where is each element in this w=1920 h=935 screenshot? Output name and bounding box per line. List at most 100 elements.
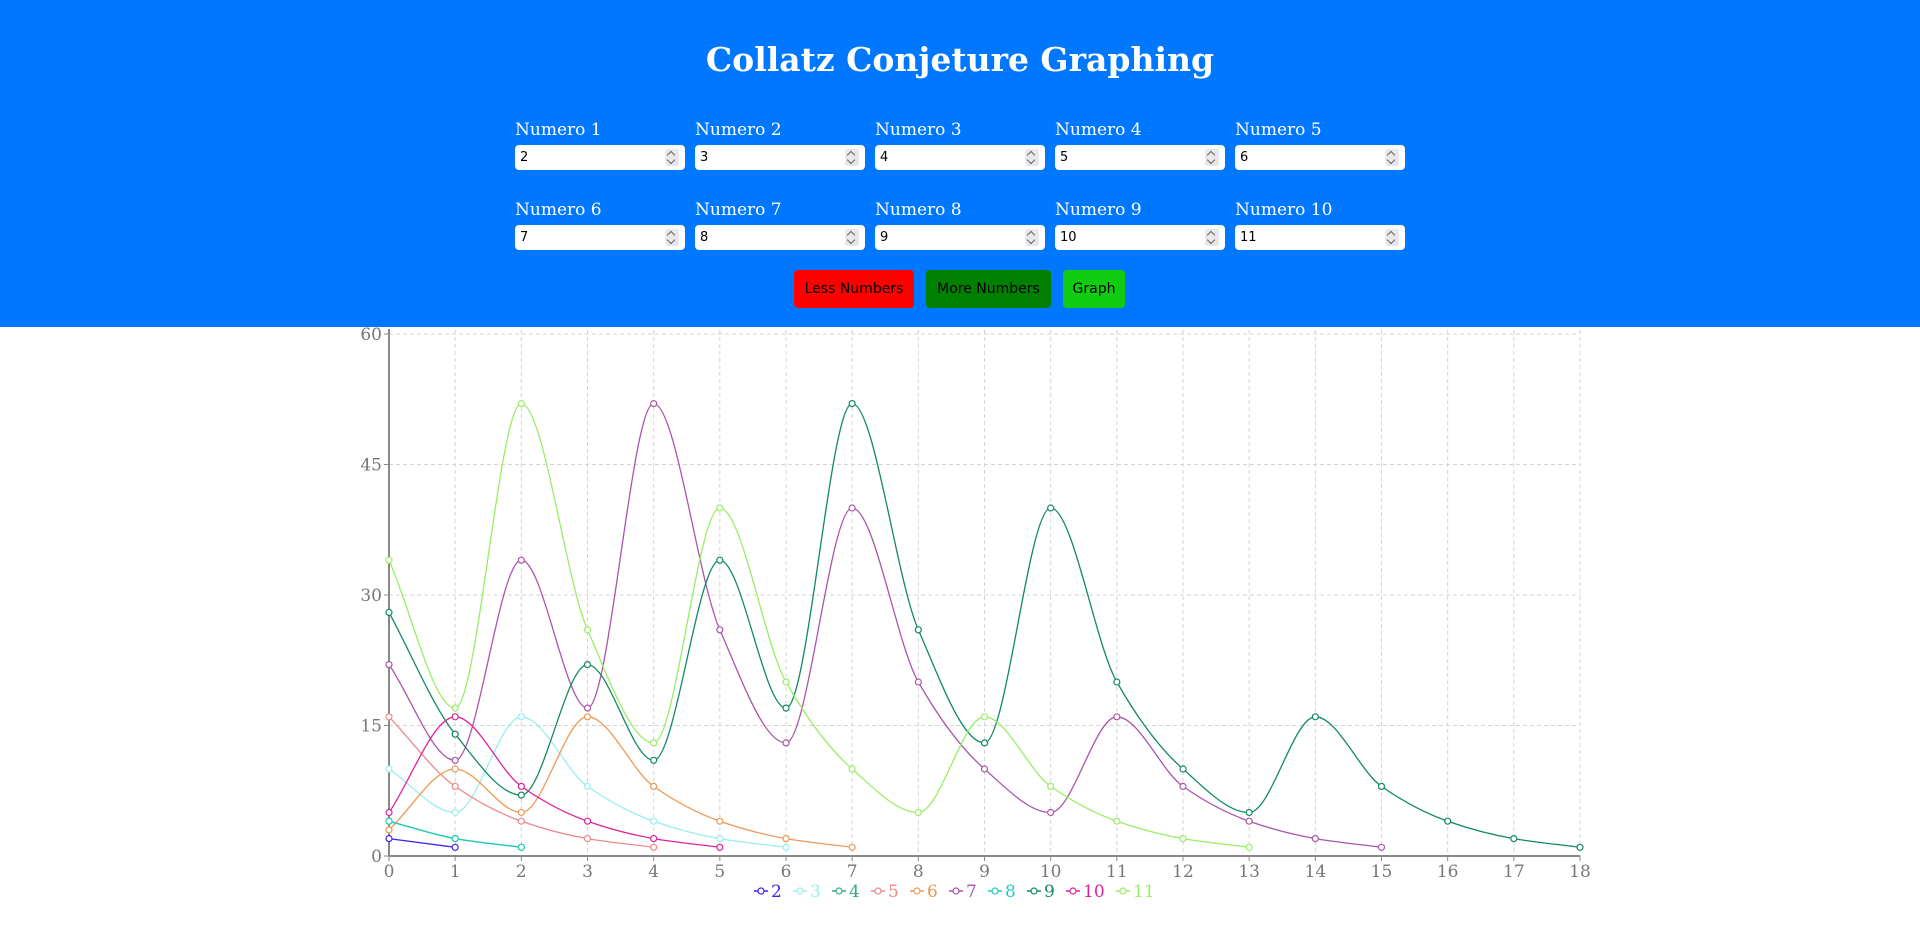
number-input-box bbox=[1055, 145, 1225, 170]
legend-label-6: 6 bbox=[927, 882, 938, 902]
data-point-10 bbox=[583, 817, 592, 825]
less-numbers-button[interactable]: Less Numbers bbox=[794, 270, 914, 308]
number-input-4[interactable] bbox=[1060, 145, 1198, 170]
spinner-icon[interactable] bbox=[1205, 229, 1219, 246]
more-numbers-button[interactable]: More Numbers bbox=[926, 270, 1051, 308]
data-point-3 bbox=[517, 713, 525, 721]
data-point-11 bbox=[1179, 835, 1187, 843]
data-point-9 bbox=[1510, 835, 1518, 843]
number-field-9: Numero 9 bbox=[1055, 200, 1225, 250]
data-point-7 bbox=[650, 399, 658, 408]
spinner-icon[interactable] bbox=[1025, 149, 1039, 166]
data-point-2 bbox=[451, 843, 459, 851]
number-input-6[interactable] bbox=[520, 225, 658, 250]
data-point-9 bbox=[1245, 808, 1253, 817]
number-input-8[interactable] bbox=[880, 225, 1018, 250]
legend-label-2: 2 bbox=[771, 882, 782, 902]
data-point-6 bbox=[451, 765, 459, 773]
spinner-icon[interactable] bbox=[1385, 149, 1399, 166]
series-line-7 bbox=[388, 402, 1382, 848]
data-point-11 bbox=[848, 765, 856, 773]
spinner-icon[interactable] bbox=[1385, 229, 1399, 246]
data-point-9 bbox=[914, 626, 922, 634]
data-point-6 bbox=[583, 713, 592, 721]
x-tick-label: 17 bbox=[1503, 862, 1525, 882]
data-point-11 bbox=[583, 626, 592, 634]
data-point-10 bbox=[716, 843, 724, 851]
spinner-icon[interactable] bbox=[845, 149, 859, 166]
number-field-4: Numero 4 bbox=[1055, 120, 1225, 170]
number-input-7[interactable] bbox=[700, 225, 838, 250]
data-point-7 bbox=[1047, 808, 1055, 817]
x-tick-label: 11 bbox=[1106, 862, 1128, 882]
number-input-1[interactable] bbox=[520, 145, 658, 170]
data-point-7 bbox=[1179, 782, 1187, 790]
graph-button[interactable]: Graph bbox=[1063, 270, 1125, 308]
spinner-icon[interactable] bbox=[665, 229, 679, 246]
data-point-9 bbox=[782, 704, 790, 712]
data-point-7 bbox=[1311, 835, 1319, 843]
data-point-10 bbox=[451, 713, 459, 721]
spinner-icon[interactable] bbox=[845, 229, 859, 246]
x-tick-label: 5 bbox=[714, 862, 725, 882]
data-point-5 bbox=[650, 843, 658, 851]
number-input-box bbox=[1235, 145, 1405, 170]
legend-label-4: 4 bbox=[849, 882, 860, 902]
data-point-11 bbox=[1047, 782, 1055, 790]
data-point-7 bbox=[848, 504, 856, 512]
legend-label-10: 10 bbox=[1083, 882, 1105, 902]
data-point-2 bbox=[385, 835, 393, 843]
data-point-9 bbox=[583, 661, 592, 669]
y-tick-label: 0 bbox=[371, 847, 382, 867]
x-tick-label: 15 bbox=[1371, 862, 1393, 882]
legend-label-9: 9 bbox=[1044, 882, 1055, 902]
spinner-icon[interactable] bbox=[665, 149, 679, 166]
data-point-6 bbox=[848, 843, 856, 851]
data-point-7 bbox=[451, 756, 459, 764]
data-point-6 bbox=[650, 782, 658, 790]
legend-marker-icon bbox=[1119, 887, 1127, 895]
number-field-5: Numero 5 bbox=[1235, 120, 1405, 170]
data-point-11 bbox=[385, 556, 393, 564]
spinner-icon[interactable] bbox=[1205, 149, 1219, 166]
legend-marker-icon bbox=[874, 887, 882, 895]
number-input-3[interactable] bbox=[880, 145, 1018, 170]
header-bar: Collatz Conjeture Graphing Numero 1 Nume… bbox=[0, 0, 1920, 327]
data-point-11 bbox=[914, 808, 922, 817]
number-input-2[interactable] bbox=[700, 145, 838, 170]
legend-label-7: 7 bbox=[966, 882, 977, 902]
number-field-label: Numero 3 bbox=[875, 120, 962, 140]
series-line-10 bbox=[388, 716, 720, 848]
data-point-7 bbox=[385, 661, 393, 669]
data-point-3 bbox=[583, 782, 592, 790]
spinner-icon[interactable] bbox=[1025, 229, 1039, 246]
data-point-8 bbox=[451, 835, 459, 843]
data-point-3 bbox=[451, 808, 459, 817]
data-point-9 bbox=[1179, 765, 1187, 773]
data-point-7 bbox=[517, 556, 525, 564]
number-input-box bbox=[515, 145, 685, 170]
legend-marker-icon bbox=[757, 887, 765, 895]
x-tick-label: 9 bbox=[979, 862, 990, 882]
data-point-9 bbox=[1113, 678, 1121, 686]
data-point-7 bbox=[980, 765, 989, 773]
data-point-6 bbox=[716, 817, 724, 825]
x-tick-label: 2 bbox=[516, 862, 527, 882]
y-tick-label: 60 bbox=[360, 327, 382, 345]
number-input-box bbox=[695, 225, 865, 250]
data-point-10 bbox=[385, 808, 393, 817]
number-input-9[interactable] bbox=[1060, 225, 1198, 250]
number-input-10[interactable] bbox=[1240, 225, 1378, 250]
page-title: Collatz Conjeture Graphing bbox=[705, 40, 1215, 79]
data-point-3 bbox=[782, 843, 790, 851]
data-point-9 bbox=[716, 556, 724, 564]
legend-label-5: 5 bbox=[888, 882, 899, 902]
number-field-label: Numero 8 bbox=[875, 200, 962, 220]
x-tick-label: 4 bbox=[648, 862, 659, 882]
data-point-9 bbox=[1576, 843, 1584, 851]
y-tick-label: 15 bbox=[360, 717, 382, 737]
data-point-9 bbox=[451, 730, 459, 738]
number-input-box bbox=[875, 225, 1045, 250]
number-input-5[interactable] bbox=[1240, 145, 1378, 170]
